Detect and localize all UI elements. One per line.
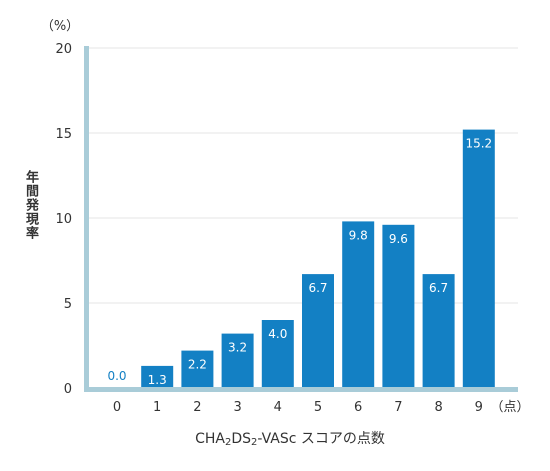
x-axis-line: [84, 387, 518, 392]
bar-3: [221, 333, 254, 388]
x-unit-label: （点）: [490, 400, 529, 415]
bar-7: [382, 224, 415, 388]
x-tick-label-7: 7: [394, 400, 402, 415]
x-axis-label-part-a: CHA: [195, 431, 225, 447]
x-tick-label-9: 9: [475, 400, 483, 415]
x-axis-label-sub-2: 2: [251, 437, 258, 448]
y-axis-label: 年間発現率: [23, 170, 38, 240]
x-axis-label-part-b: DS: [231, 431, 252, 447]
x-tick-label-8: 8: [434, 400, 442, 415]
data-label-8: 6.7: [429, 281, 448, 295]
data-label-7: 9.6: [389, 232, 408, 246]
x-tick-label-0: 0: [113, 400, 121, 415]
x-tick-label-6: 6: [354, 400, 362, 415]
data-label-0: 0.0: [107, 369, 126, 383]
bar-9: [462, 129, 495, 388]
y-tick-label-1: 5: [64, 297, 72, 312]
y-tick-label-3: 15: [55, 127, 72, 142]
x-axis-label: CHA2DS2-VASc スコアの点数: [120, 428, 460, 448]
y-unit-label: （%）: [41, 19, 79, 34]
data-label-5: 6.7: [308, 281, 327, 295]
data-label-1: 1.3: [148, 373, 167, 387]
x-tick-label-4: 4: [274, 400, 282, 415]
x-tick-label-3: 3: [233, 400, 241, 415]
bar-8: [422, 274, 455, 388]
bar-2: [181, 350, 214, 388]
data-label-6: 9.8: [349, 228, 368, 242]
y-tick-label-0: 0: [64, 382, 72, 397]
x-tick-label-1: 1: [153, 400, 161, 415]
y-axis-line: [84, 46, 89, 390]
x-tick-label-5: 5: [314, 400, 322, 415]
y-tick-label-2: 10: [55, 212, 72, 227]
x-axis-label-sub-1: 2: [224, 437, 232, 448]
data-label-2: 2.2: [188, 358, 207, 372]
bar-4: [261, 320, 294, 388]
data-label-3: 3.2: [228, 341, 247, 355]
x-axis-label-part-c: -VASc スコアの点数: [257, 431, 385, 447]
bar-1: [141, 365, 174, 388]
data-label-4: 4.0: [268, 327, 287, 341]
bar-5: [302, 274, 334, 388]
bar-6: [342, 221, 375, 388]
x-tick-label-2: 2: [193, 400, 201, 415]
y-tick-label-4: 20: [55, 42, 72, 57]
data-label-9: 15.2: [465, 137, 492, 151]
